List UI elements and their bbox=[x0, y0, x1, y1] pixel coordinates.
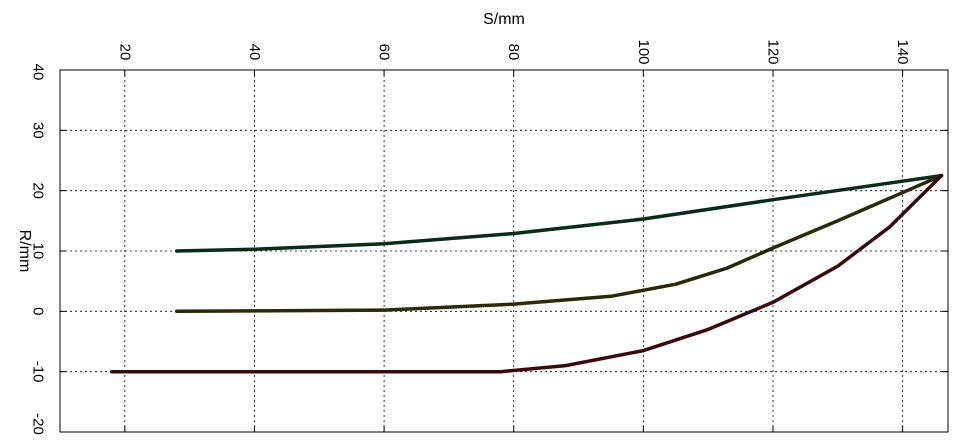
y-axis: -20 -10 0 10 20 30 40 bbox=[30, 64, 948, 435]
series-line-3 bbox=[110, 173, 944, 374]
x-tick-label: 80 bbox=[505, 44, 522, 61]
x-tick-label: 100 bbox=[635, 39, 652, 64]
x-tick-label: 140 bbox=[894, 39, 911, 64]
y-tick-label: -20 bbox=[30, 413, 47, 435]
x-tick-label: 40 bbox=[246, 44, 263, 61]
y-tick-label: 20 bbox=[30, 182, 47, 199]
y-axis-title: R/mm bbox=[16, 230, 33, 273]
x-tick-label: 20 bbox=[116, 44, 133, 61]
grid bbox=[60, 70, 948, 432]
x-axis: 20 40 60 80 100 120 140 bbox=[116, 39, 911, 432]
y-tick-label: 0 bbox=[30, 307, 47, 315]
y-tick-label: -10 bbox=[30, 361, 47, 383]
series-group bbox=[110, 173, 944, 374]
x-tick-label: 120 bbox=[764, 39, 781, 64]
y-tick-label: 40 bbox=[30, 64, 47, 81]
y-tick-label: 10 bbox=[30, 243, 47, 260]
series-line-2 bbox=[174, 173, 944, 314]
x-axis-title: S/mm bbox=[483, 11, 525, 28]
series-line-1 bbox=[174, 173, 944, 253]
x-tick-label: 60 bbox=[376, 44, 393, 61]
y-tick-label: 30 bbox=[30, 122, 47, 139]
